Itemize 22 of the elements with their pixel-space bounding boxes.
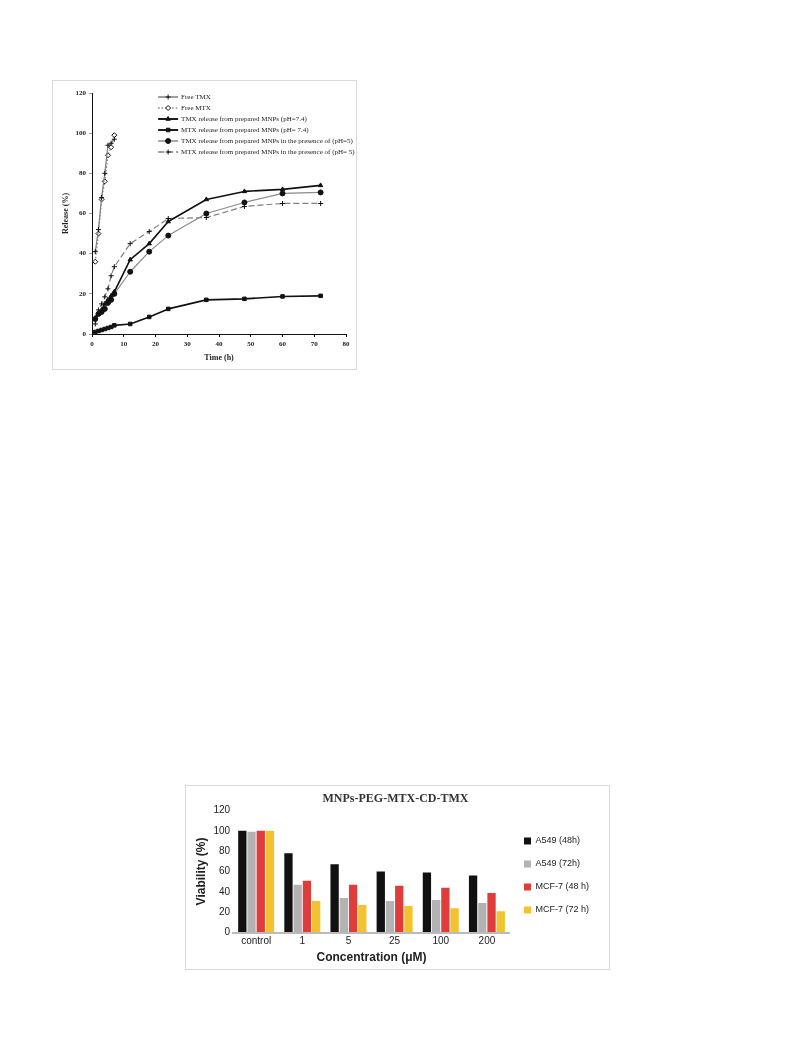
x-tick-label: 100 — [432, 935, 450, 947]
legend-label: MCF-7 (48 h) — [535, 881, 590, 892]
y-tick-label: 60 — [218, 865, 231, 877]
chart-title: MNPs-PEG-MTX-CD-TMX — [322, 791, 469, 806]
x-tick-label: 1 — [299, 935, 306, 947]
y-tick-label: 0 — [224, 926, 231, 938]
x-axis-title: Concentration (μM) — [316, 950, 427, 965]
legend-label: MCF-7 (72 h) — [535, 904, 590, 915]
legend-label: A549 (72h) — [535, 858, 581, 869]
y-axis-title: Viability (%) — [193, 837, 208, 906]
y-tick-label: 120 — [213, 804, 231, 816]
y-tick-label: 40 — [218, 885, 231, 897]
legend-label: A549 (48h) — [535, 835, 581, 846]
x-tick-label: 200 — [478, 935, 496, 947]
x-axis-title: Time (h) — [204, 353, 235, 363]
y-tick-label: 80 — [218, 844, 231, 856]
x-tick-label: 5 — [345, 935, 352, 947]
x-tick-label: control — [241, 935, 272, 947]
y-tick-label: 100 — [213, 824, 231, 836]
y-axis-title: Release (%) — [60, 192, 70, 235]
y-tick-label: 20 — [218, 905, 231, 917]
x-tick-label: 25 — [389, 935, 401, 947]
